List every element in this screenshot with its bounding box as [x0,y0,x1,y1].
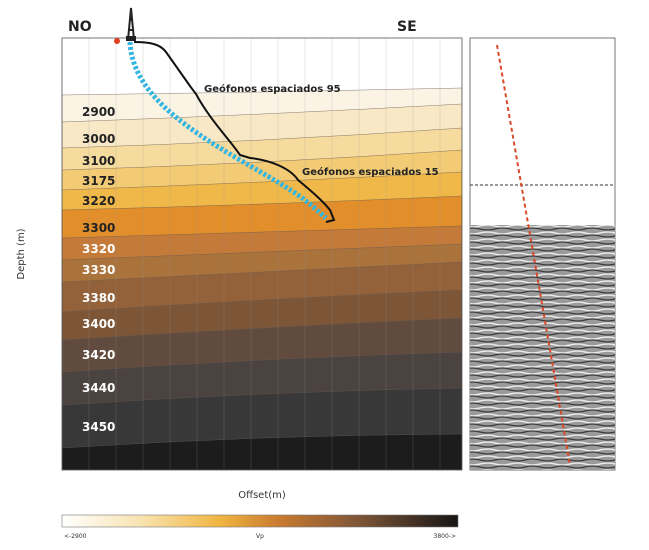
layer-label: 3100 [82,154,115,168]
layer-label: 2900 [82,105,115,119]
colorbar [61,514,459,528]
panel-frame [61,37,463,471]
colorbar-min: <-2900 [64,533,87,540]
layer-label: 3450 [82,420,115,434]
layer-label: 3300 [82,221,115,235]
layer-label: 3330 [82,263,115,277]
layer-label: 3320 [82,242,115,256]
layer-label: 3220 [82,194,115,208]
layer-label: 3400 [82,317,115,331]
velocity-layer [62,433,462,470]
left-label: NO [68,19,92,35]
layer-label: 3440 [82,381,115,395]
layer-label: 3000 [82,132,115,146]
colorbar-title: Vp [256,533,264,540]
well [114,7,336,223]
x-axis-label: Offset(m) [238,490,286,501]
seismic-panel [469,37,616,471]
layer-label: 3380 [82,291,115,305]
annotation: Geófonos espaciados 15 [302,166,439,178]
velocity-model [62,38,462,470]
annotation: Geófonos espaciados 95 [204,83,341,95]
y-axis-label: Depth (m) [16,228,27,279]
colorbar-max: 3800-> [434,533,456,540]
layer-label: 3420 [82,348,115,362]
right-label: SE [397,19,417,35]
layer-label: 3175 [82,174,115,188]
